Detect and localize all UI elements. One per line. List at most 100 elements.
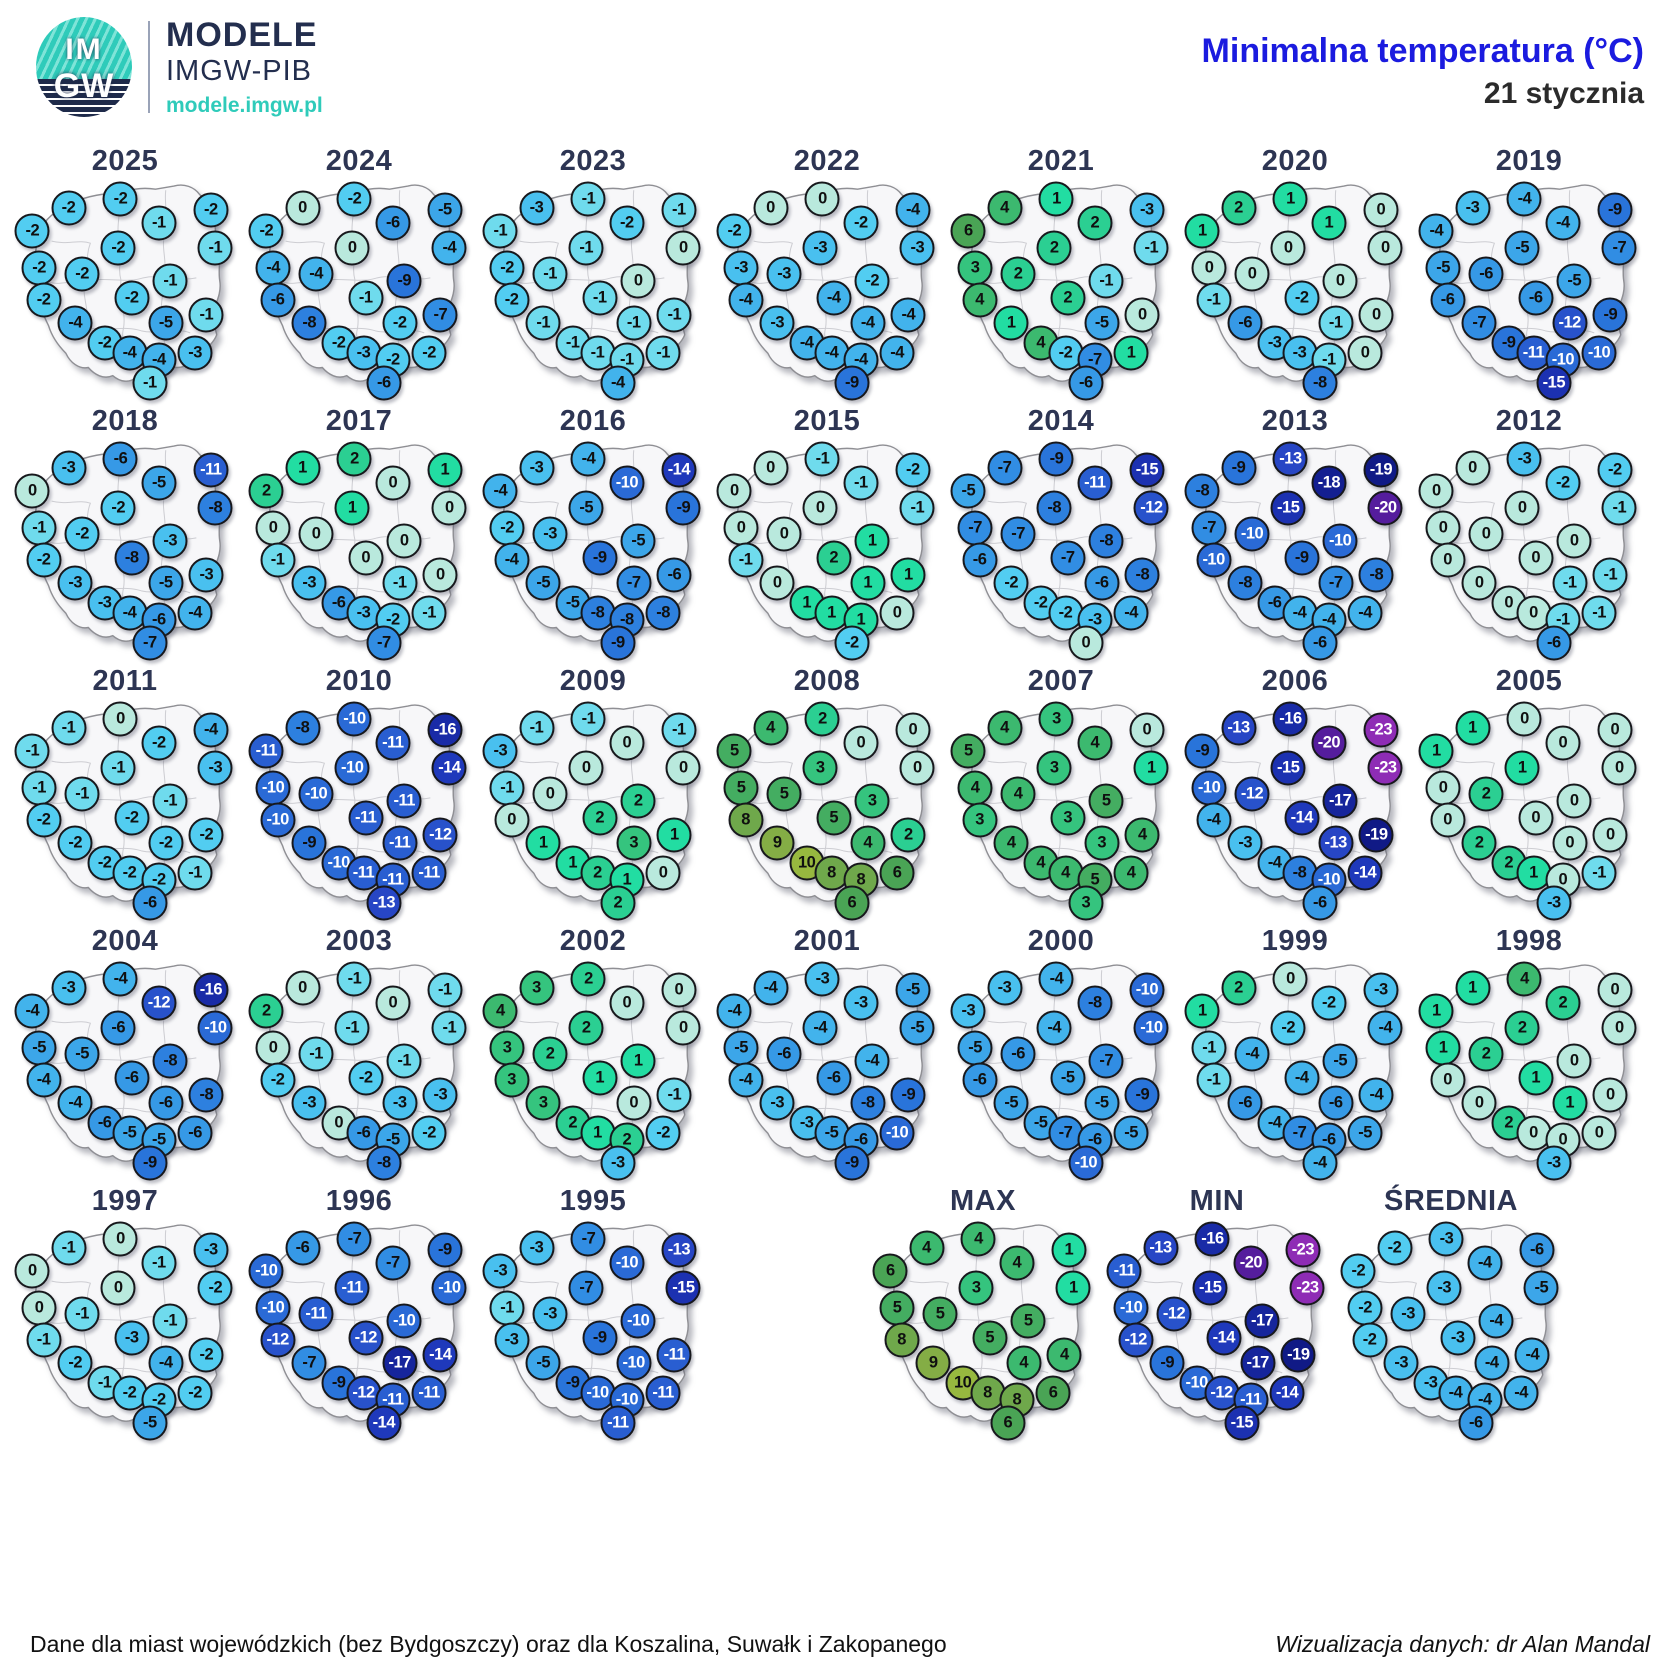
bubble-2009-szczecin: -3: [482, 733, 518, 769]
bubble-2024-poznan: -4: [298, 256, 334, 292]
poland-map: -11 -13 -16 -20 -23 -23 -15 -10 -12 -17 -12 -14 -19-…: [1104, 1220, 1330, 1441]
bubble-2007-wroclaw: 4: [993, 825, 1029, 861]
bubble-2003-katowice: -6: [346, 1115, 382, 1151]
bubble-2004-szczecin: -4: [14, 993, 50, 1029]
bubble-2002-katowice: 1: [580, 1115, 616, 1151]
bubble-2020-lublin: 0: [1358, 297, 1394, 333]
bubble-2016-olsztyn: -10: [609, 465, 645, 501]
bubble-2025-lodz: -2: [114, 280, 150, 316]
bubble-2012-zakopane: -6: [1536, 625, 1572, 661]
bubble-1997-lublin: -2: [188, 1337, 224, 1373]
bubble-2016-koszalin: -3: [519, 450, 554, 486]
bubble-2020-lodz: -2: [1284, 280, 1320, 316]
bubble-1997-zielona-gora: -1: [26, 1322, 62, 1358]
bubble-2001-poznan: -6: [766, 1036, 802, 1072]
poland-map: 5 4 2 0 0 0 3 5 5 3 8 5 2 9 4 10 8 8 6 6: [714, 700, 940, 921]
bubble-2001-gorzow: -5: [723, 1030, 759, 1066]
bubble-ŚREDNIA-warszawa: -4: [1478, 1303, 1514, 1339]
bubble-2014-koszalin: -7: [987, 450, 1022, 486]
bubble-2014-warszawa: -8: [1088, 523, 1124, 559]
bubble-2007-szczecin: 5: [950, 733, 986, 769]
bubble-2004-opole: -6: [87, 1105, 123, 1141]
bubble-2006-opole: -4: [1257, 845, 1293, 881]
bubble-2025-gdansk: -2: [102, 181, 138, 217]
bubble-1999-kielce: -6: [1318, 1085, 1354, 1121]
poland-map: 6 4 4 4 1 1 3 5 5 5 8 5 4 9 4 10 8 8 6 6: [870, 1220, 1096, 1441]
bubble-2014-lodz: -7: [1050, 540, 1086, 576]
bubble-1998-warszawa: 0: [1556, 1043, 1592, 1079]
bubble-2005-lublin: 0: [1592, 817, 1628, 853]
bubble-1997-gdansk: 0: [102, 1221, 138, 1257]
bubble-2017-lodz: 0: [348, 540, 384, 576]
bubble-2010-koszalin: -8: [285, 710, 320, 746]
bubble-1995-warszawa: -10: [620, 1303, 656, 1339]
bubble-2020-koszalin: 2: [1221, 190, 1256, 226]
bubble-1996-kielce: -17: [382, 1345, 418, 1381]
bubble-2004-koszalin: -3: [51, 970, 86, 1006]
bubble-2024-torun: 0: [334, 230, 370, 266]
bubble-2002-warszawa: 1: [620, 1043, 656, 1079]
bubble-2023-kielce: -1: [616, 305, 652, 341]
bubble-2004-zielona-gora: -4: [26, 1062, 62, 1098]
bubble-1996-krakow: -11: [375, 1382, 411, 1418]
bubble-2004-kielce: -6: [148, 1085, 184, 1121]
bubble-2021-szczecin: 6: [950, 213, 986, 249]
footer: Dane dla miast wojewódzkich (bez Bydgosz…: [0, 1631, 1680, 1680]
bubble-2002-olsztyn: 0: [609, 985, 645, 1021]
bubble-2019-koszalin: -3: [1455, 190, 1490, 226]
bubble-2014-szczecin: -5: [950, 473, 986, 509]
bubble-2013-koszalin: -9: [1221, 450, 1256, 486]
bubble-1998-poznan: 2: [1468, 1036, 1504, 1072]
panel-label: 1997: [91, 1185, 159, 1217]
bubble-2003-zielona-gora: -2: [260, 1062, 296, 1098]
bubble-2007-torun: 3: [1036, 750, 1072, 786]
bubble-2000-gdansk: -4: [1038, 961, 1074, 997]
bubble-2023-zakopane: -4: [600, 365, 636, 401]
bubble-2019-olsztyn: -4: [1545, 205, 1581, 241]
bubble-2008-lodz: 5: [816, 800, 852, 836]
bubble-2010-szczecin: -11: [248, 733, 284, 769]
bubble-1997-kielce: -4: [148, 1345, 184, 1381]
bubble-2020-rzeszow: 0: [1347, 335, 1383, 371]
bubble-1999-gorzow: -1: [1191, 1030, 1227, 1066]
bubble-2021-rzeszow: 1: [1113, 335, 1149, 371]
bubble-2024-lublin: -7: [422, 297, 458, 333]
bubble-1995-rzeszow: -11: [645, 1375, 681, 1411]
bubble-2009-gorzow: -1: [489, 770, 525, 806]
panel-label: 2002: [559, 925, 627, 957]
bubble-2013-warszawa: -10: [1322, 523, 1358, 559]
bubble-MIN-wroclaw: -9: [1149, 1345, 1185, 1381]
panel-label: 2005: [1495, 665, 1563, 697]
bubble-1996-szczecin: -10: [248, 1253, 284, 1289]
bubble-2017-koszalin: 1: [285, 450, 320, 486]
bubble-2017-suwalki: 1: [427, 452, 463, 488]
panel-label: MIN: [1189, 1185, 1245, 1217]
poland-map: 4 3 2 0 0 0 2 3 2 1 3 1 -1 3 0 2 1 2 -2 -3: [480, 960, 706, 1181]
bubble-1997-koszalin: -1: [51, 1230, 86, 1266]
bubble-2012-wroclaw: 0: [1461, 565, 1497, 601]
poland-map: -5 -7 -9 -11 -15 -12 -8 -7 -7 -8 -6 -7 -8 -2 -6 -2 -2 -3-…: [948, 440, 1174, 661]
bubble-2005-kielce: 0: [1552, 825, 1588, 861]
bubble-2011-suwalki: -4: [193, 712, 229, 748]
bubble-2008-zielona-gora: 8: [728, 802, 764, 838]
bubble-2012-suwalki: -2: [1597, 452, 1633, 488]
bubble-2015-poznan: 0: [766, 516, 802, 552]
bubble-2016-torun: -5: [568, 490, 604, 526]
bubble-2013-bialystok: -20: [1367, 490, 1403, 526]
panel-1995: 1995 -3 -3 -7 -10 -13 -15 -7 -1 -3 -10 -3 -9 -11 -5 -1…: [480, 1184, 706, 1441]
bubble-1998-zakopane: -3: [1536, 1145, 1572, 1181]
bubble-2023-suwalki: -1: [661, 192, 697, 228]
bubble-2019-rzeszow: -10: [1581, 335, 1617, 371]
bubble-2013-suwalki: -19: [1363, 452, 1399, 488]
bubble-2006-bialystok: -23: [1367, 750, 1403, 786]
panel-label: 1995: [559, 1185, 627, 1217]
bubble-2008-gdansk: 2: [804, 701, 840, 737]
bubble-2006-warszawa: -17: [1322, 783, 1358, 819]
bubble-2021-warszawa: -1: [1088, 263, 1124, 299]
bubble-2000-lodz: -5: [1050, 1060, 1086, 1096]
bubble-2005-olsztyn: 0: [1545, 725, 1581, 761]
bubble-2000-torun: -4: [1036, 1010, 1072, 1046]
bubble-MAX-zielona-gora: 8: [884, 1322, 920, 1358]
panel-label: 2003: [325, 925, 393, 957]
bubble-2007-warszawa: 5: [1088, 783, 1124, 819]
